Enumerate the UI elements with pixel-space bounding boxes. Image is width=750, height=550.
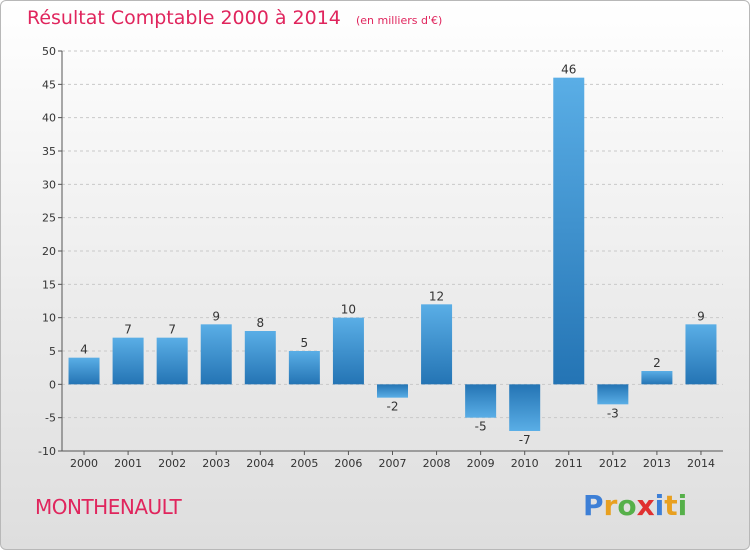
chart-subtitle: (en milliers d'€) bbox=[355, 14, 443, 27]
bar-2013 bbox=[641, 371, 673, 385]
bar-2012 bbox=[597, 384, 629, 405]
y-tick-label: 40 bbox=[42, 112, 56, 125]
bar-layer bbox=[68, 77, 717, 431]
bar-2005 bbox=[288, 351, 320, 385]
bar-2014 bbox=[685, 324, 717, 385]
y-tick-label: 15 bbox=[42, 278, 56, 291]
bar-value-label: 12 bbox=[429, 289, 444, 303]
y-tick-label: 25 bbox=[42, 212, 56, 225]
bar-value-label: 5 bbox=[301, 336, 309, 350]
x-tick-label: 2011 bbox=[555, 457, 583, 470]
bar-value-label: 4 bbox=[80, 343, 88, 357]
y-tick-label: -10 bbox=[38, 445, 56, 458]
x-tick-label: 2014 bbox=[687, 457, 715, 470]
bar-2008 bbox=[421, 304, 453, 385]
y-tick-label: 0 bbox=[49, 378, 56, 391]
x-tick-label: 2009 bbox=[467, 457, 495, 470]
bar-value-label: -3 bbox=[607, 406, 619, 420]
x-tick-label: 2004 bbox=[246, 457, 274, 470]
x-tick-label: 2003 bbox=[202, 457, 230, 470]
bar-value-label: 46 bbox=[561, 63, 576, 77]
x-tick-label: 2005 bbox=[290, 457, 318, 470]
y-tick-label: 45 bbox=[42, 78, 56, 91]
bar-value-label: 7 bbox=[168, 323, 176, 337]
bar-value-label: -7 bbox=[519, 433, 531, 447]
x-tick-label: 2002 bbox=[158, 457, 186, 470]
bar-value-label: 9 bbox=[212, 309, 220, 323]
y-tick-label: 10 bbox=[42, 312, 56, 325]
logo-letter: x bbox=[636, 489, 655, 522]
label-layer: 4 7 7 9 8 5 10 -2 12 -5 -7 46 -3 2 9 bbox=[80, 63, 705, 447]
bar-value-label: 10 bbox=[341, 303, 356, 317]
x-tick-label: 2000 bbox=[70, 457, 98, 470]
bar-value-label: 2 bbox=[653, 356, 661, 370]
logo-letter: i bbox=[654, 489, 665, 522]
bar-value-label: -5 bbox=[475, 420, 487, 434]
logo-letter: r bbox=[603, 489, 618, 522]
bar-2001 bbox=[112, 337, 144, 385]
town-name: MONTHENAULT bbox=[35, 495, 182, 519]
bar-2003 bbox=[200, 324, 232, 385]
x-tick-label: 2013 bbox=[643, 457, 671, 470]
x-tick-label: 2006 bbox=[334, 457, 362, 470]
logo-letter: P bbox=[583, 489, 604, 522]
bar-2004 bbox=[244, 331, 276, 385]
y-tick-label: 35 bbox=[42, 145, 56, 158]
y-tick-label: 50 bbox=[42, 45, 56, 58]
bar-value-label: 9 bbox=[697, 309, 705, 323]
x-tick-label: 2007 bbox=[379, 457, 407, 470]
bar-2010 bbox=[509, 384, 541, 431]
bar-value-label: 8 bbox=[256, 316, 264, 330]
bar-2002 bbox=[156, 337, 188, 385]
x-tick-label: 2001 bbox=[114, 457, 142, 470]
bar-2011 bbox=[553, 77, 585, 385]
bar-2007 bbox=[377, 384, 408, 398]
logo-letter: t bbox=[664, 489, 678, 522]
title-row: Résultat Comptable 2000 à 2014 (en milli… bbox=[27, 7, 442, 29]
bar-value-label: 7 bbox=[124, 323, 132, 337]
bar-value-label: -2 bbox=[387, 400, 399, 414]
x-tick-label: 2012 bbox=[599, 457, 627, 470]
bar-2009 bbox=[465, 384, 497, 418]
x-tick-label: 2008 bbox=[423, 457, 451, 470]
y-tick-label: 20 bbox=[42, 245, 56, 258]
bar-2006 bbox=[332, 317, 364, 385]
y-tick-label: -5 bbox=[45, 412, 56, 425]
logo-letter: o bbox=[617, 489, 637, 522]
logo-letter: i bbox=[677, 489, 688, 522]
proxiti-logo: Proxiti bbox=[583, 489, 687, 522]
x-tick-label: 2010 bbox=[511, 457, 539, 470]
chart-title: Résultat Comptable 2000 à 2014 bbox=[27, 7, 341, 29]
y-tick-label: 5 bbox=[49, 345, 56, 358]
bar-2000 bbox=[68, 357, 100, 385]
y-tick-label: 30 bbox=[42, 178, 56, 191]
